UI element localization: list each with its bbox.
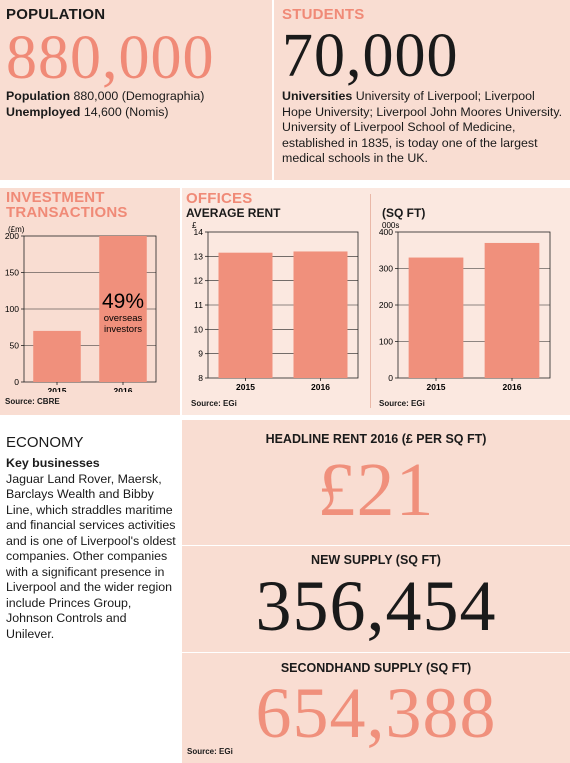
supply-panel: HEADLINE RENT 2016 (£ PER SQ FT) £21 NEW… <box>182 420 570 763</box>
y-tick-label: 14 <box>194 227 204 237</box>
population-value: 880,000 (Demographia) <box>73 89 205 103</box>
y-tick-label: 0 <box>14 377 19 387</box>
unemployed-value: 14,600 (Nomis) <box>83 104 169 119</box>
office-space-chart: 000s 0 100 200 300 400 2015 2016 <box>379 222 551 392</box>
y-tick-label: 9 <box>198 349 203 359</box>
rent-source: Source: EGi <box>191 399 237 408</box>
population-label: Population <box>6 89 71 103</box>
y-tick-label: 10 <box>194 324 204 334</box>
average-rent-chart: £8 9 10 11 12 13 14 2015 2016 <box>192 222 359 392</box>
investment-panel: INVESTMENT TRANSACTIONS (£m) 0 50 100 150 200… <box>0 188 180 415</box>
students-heading: STUDENTS <box>282 6 365 23</box>
headline-rent-label: HEADLINE RENT 2016 (£ PER SQ FT) <box>265 432 487 446</box>
investment-source: Source: CBRE <box>5 397 60 406</box>
y-unit-label: 000s <box>382 222 399 230</box>
investment-heading: INVESTMENT TRANSACTIONS <box>6 190 128 220</box>
x-tick-label: 2016 <box>311 382 330 392</box>
bar <box>218 252 273 378</box>
bar <box>408 257 464 378</box>
bar <box>33 330 81 382</box>
secondhand-supply-label: SECONDHAND SUPPLY (SQ FT) <box>280 661 472 675</box>
headline-rent-value: £21 <box>317 448 435 532</box>
x-tick-label: 2016 <box>503 382 522 392</box>
offices-panel: OFFICES AVERAGE RENT (SQ FT) £8 9 10 11 12 13… <box>182 188 570 415</box>
y-tick-label: 50 <box>10 341 20 351</box>
offices-divider <box>370 194 371 408</box>
students-details: Universities University of Liverpool; Li… <box>282 89 564 167</box>
x-tick-label: 2015 <box>48 386 67 392</box>
y-tick-label: 400 <box>379 227 393 237</box>
y-unit-label: (£m) <box>8 225 25 234</box>
new-supply-value: 356,454 <box>255 566 497 646</box>
sqft-label: (SQ FT) <box>382 206 426 220</box>
footer-source: Source: EGi <box>187 747 233 756</box>
bar <box>484 242 540 378</box>
bar <box>293 251 348 378</box>
y-unit-label: £ <box>192 222 197 230</box>
y-tick-label: 100 <box>379 337 393 347</box>
investment-chart: (£m) 0 50 100 150 200 2015 2016 49%overseasinves… <box>5 225 157 392</box>
economy-panel: ECONOMY Key businesses Jaguar Land Rover… <box>0 420 180 763</box>
universities-label: Universities <box>282 89 353 103</box>
y-tick-label: 150 <box>5 268 19 278</box>
students-panel: STUDENTS 70,000 Universities University … <box>274 0 570 180</box>
y-tick-label: 0 <box>388 373 393 383</box>
supply-divider-1 <box>182 545 570 546</box>
economy-text: Jaguar Land Rover, Maersk, Barclays Weal… <box>6 471 176 641</box>
y-tick-label: 300 <box>379 264 393 274</box>
key-businesses-label: Key businesses <box>6 456 100 470</box>
sqft-source: Source: EGi <box>379 399 425 408</box>
population-heading: POPULATION <box>6 6 106 23</box>
y-tick-label: 11 <box>194 300 203 310</box>
annotation-line1: overseas <box>104 313 143 324</box>
economy-body: Key businesses Jaguar Land Rover, Maersk… <box>6 456 178 642</box>
annotation-percent: 49% <box>102 290 144 313</box>
bar <box>99 236 147 382</box>
x-tick-label: 2015 <box>427 382 446 392</box>
supply-divider-2 <box>182 652 570 653</box>
population-panel: POPULATION 880,000 Population 880,000 (D… <box>0 0 272 180</box>
x-tick-label: 2015 <box>236 382 255 392</box>
y-tick-label: 100 <box>5 304 19 314</box>
new-supply-label: NEW SUPPLY (SQ FT) <box>311 553 441 567</box>
y-tick-label: 12 <box>194 276 204 286</box>
investment-heading-line2: TRANSACTIONS <box>6 204 128 221</box>
x-tick-label: 2016 <box>114 386 133 392</box>
students-big-number: 70,000 <box>282 22 459 90</box>
universities-text: University of Liverpool; Liverpool Hope … <box>282 89 563 165</box>
investment-heading-line1: INVESTMENT <box>6 189 105 206</box>
y-tick-label: 13 <box>194 251 204 261</box>
unemployed-label: Unemployed <box>6 104 81 119</box>
offices-heading: OFFICES <box>186 190 253 207</box>
y-tick-label: 200 <box>379 300 393 310</box>
annotation-line2: investors <box>104 324 142 335</box>
population-big-number: 880,000 <box>6 24 215 92</box>
population-details: Population 880,000 (Demographia) Unemplo… <box>6 89 266 120</box>
average-rent-label: AVERAGE RENT <box>186 206 281 220</box>
y-tick-label: 200 <box>5 231 19 241</box>
economy-heading: ECONOMY <box>6 434 84 451</box>
secondhand-supply-value: 654,388 <box>255 673 497 753</box>
y-tick-label: 8 <box>198 373 203 383</box>
